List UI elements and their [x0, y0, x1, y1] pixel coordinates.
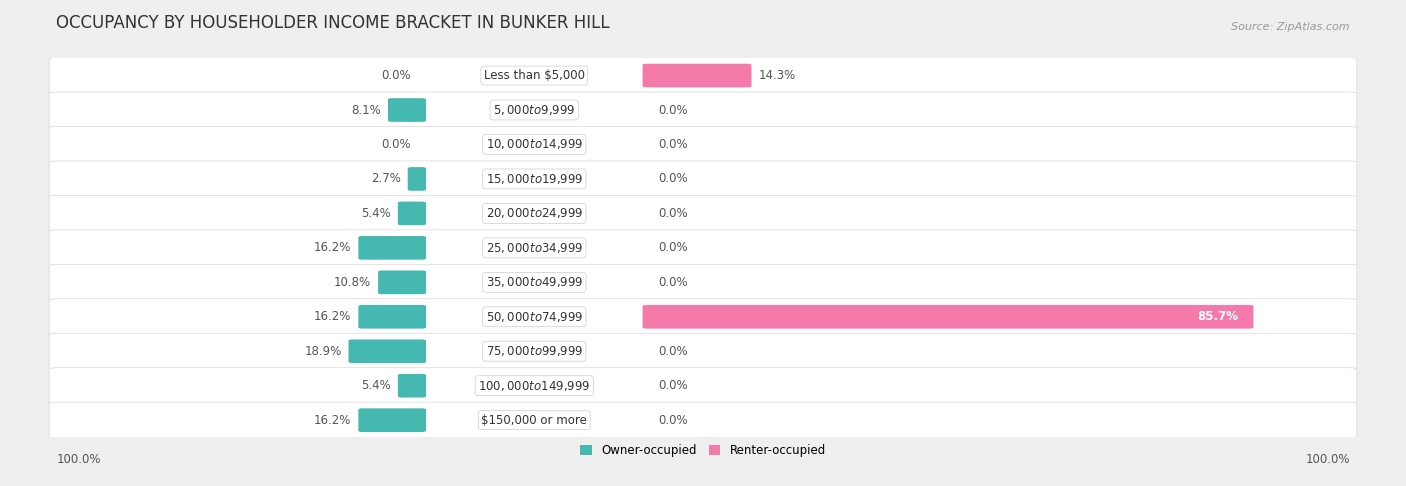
- FancyBboxPatch shape: [49, 161, 1357, 197]
- Text: 16.2%: 16.2%: [314, 242, 352, 254]
- FancyBboxPatch shape: [643, 64, 751, 87]
- Text: $75,000 to $99,999: $75,000 to $99,999: [485, 344, 583, 358]
- Text: 0.0%: 0.0%: [658, 173, 688, 186]
- Text: 0.0%: 0.0%: [658, 414, 688, 427]
- FancyBboxPatch shape: [49, 92, 1357, 128]
- FancyBboxPatch shape: [359, 408, 426, 432]
- Text: 2.7%: 2.7%: [371, 173, 401, 186]
- FancyBboxPatch shape: [398, 202, 426, 225]
- Text: 100.0%: 100.0%: [1305, 452, 1350, 466]
- FancyBboxPatch shape: [398, 374, 426, 398]
- Text: $35,000 to $49,999: $35,000 to $49,999: [485, 276, 583, 289]
- FancyBboxPatch shape: [49, 126, 1357, 162]
- Text: OCCUPANCY BY HOUSEHOLDER INCOME BRACKET IN BUNKER HILL: OCCUPANCY BY HOUSEHOLDER INCOME BRACKET …: [56, 14, 610, 32]
- FancyBboxPatch shape: [49, 230, 1357, 266]
- Text: 5.4%: 5.4%: [361, 207, 391, 220]
- Text: 18.9%: 18.9%: [304, 345, 342, 358]
- FancyBboxPatch shape: [49, 264, 1357, 300]
- FancyBboxPatch shape: [49, 368, 1357, 404]
- FancyBboxPatch shape: [349, 339, 426, 363]
- Text: $150,000 or more: $150,000 or more: [481, 414, 588, 427]
- Text: $50,000 to $74,999: $50,000 to $74,999: [485, 310, 583, 324]
- Text: $20,000 to $24,999: $20,000 to $24,999: [485, 207, 583, 220]
- Text: Less than $5,000: Less than $5,000: [484, 69, 585, 82]
- FancyBboxPatch shape: [49, 333, 1357, 369]
- Text: 0.0%: 0.0%: [658, 138, 688, 151]
- Text: $10,000 to $14,999: $10,000 to $14,999: [485, 138, 583, 152]
- Legend: Owner-occupied, Renter-occupied: Owner-occupied, Renter-occupied: [575, 439, 831, 462]
- Text: 16.2%: 16.2%: [314, 310, 352, 323]
- FancyBboxPatch shape: [378, 271, 426, 294]
- FancyBboxPatch shape: [49, 195, 1357, 231]
- Text: 0.0%: 0.0%: [658, 104, 688, 117]
- Text: 0.0%: 0.0%: [658, 242, 688, 254]
- Text: 85.7%: 85.7%: [1197, 310, 1237, 323]
- Text: $5,000 to $9,999: $5,000 to $9,999: [494, 103, 575, 117]
- FancyBboxPatch shape: [49, 402, 1357, 438]
- Text: 0.0%: 0.0%: [381, 69, 411, 82]
- FancyBboxPatch shape: [388, 98, 426, 122]
- FancyBboxPatch shape: [359, 305, 426, 329]
- FancyBboxPatch shape: [408, 167, 426, 191]
- Text: 8.1%: 8.1%: [352, 104, 381, 117]
- Text: 0.0%: 0.0%: [381, 138, 411, 151]
- Text: $25,000 to $34,999: $25,000 to $34,999: [485, 241, 583, 255]
- Text: $100,000 to $149,999: $100,000 to $149,999: [478, 379, 591, 393]
- Text: 0.0%: 0.0%: [658, 345, 688, 358]
- Text: 100.0%: 100.0%: [56, 452, 101, 466]
- Text: Source: ZipAtlas.com: Source: ZipAtlas.com: [1232, 22, 1350, 32]
- Text: 0.0%: 0.0%: [658, 207, 688, 220]
- Text: 16.2%: 16.2%: [314, 414, 352, 427]
- FancyBboxPatch shape: [359, 236, 426, 260]
- FancyBboxPatch shape: [643, 305, 1254, 329]
- Text: 5.4%: 5.4%: [361, 379, 391, 392]
- Text: 0.0%: 0.0%: [658, 276, 688, 289]
- Text: 14.3%: 14.3%: [759, 69, 796, 82]
- FancyBboxPatch shape: [49, 57, 1357, 93]
- FancyBboxPatch shape: [49, 299, 1357, 335]
- Text: 0.0%: 0.0%: [658, 379, 688, 392]
- Text: 10.8%: 10.8%: [335, 276, 371, 289]
- Text: $15,000 to $19,999: $15,000 to $19,999: [485, 172, 583, 186]
